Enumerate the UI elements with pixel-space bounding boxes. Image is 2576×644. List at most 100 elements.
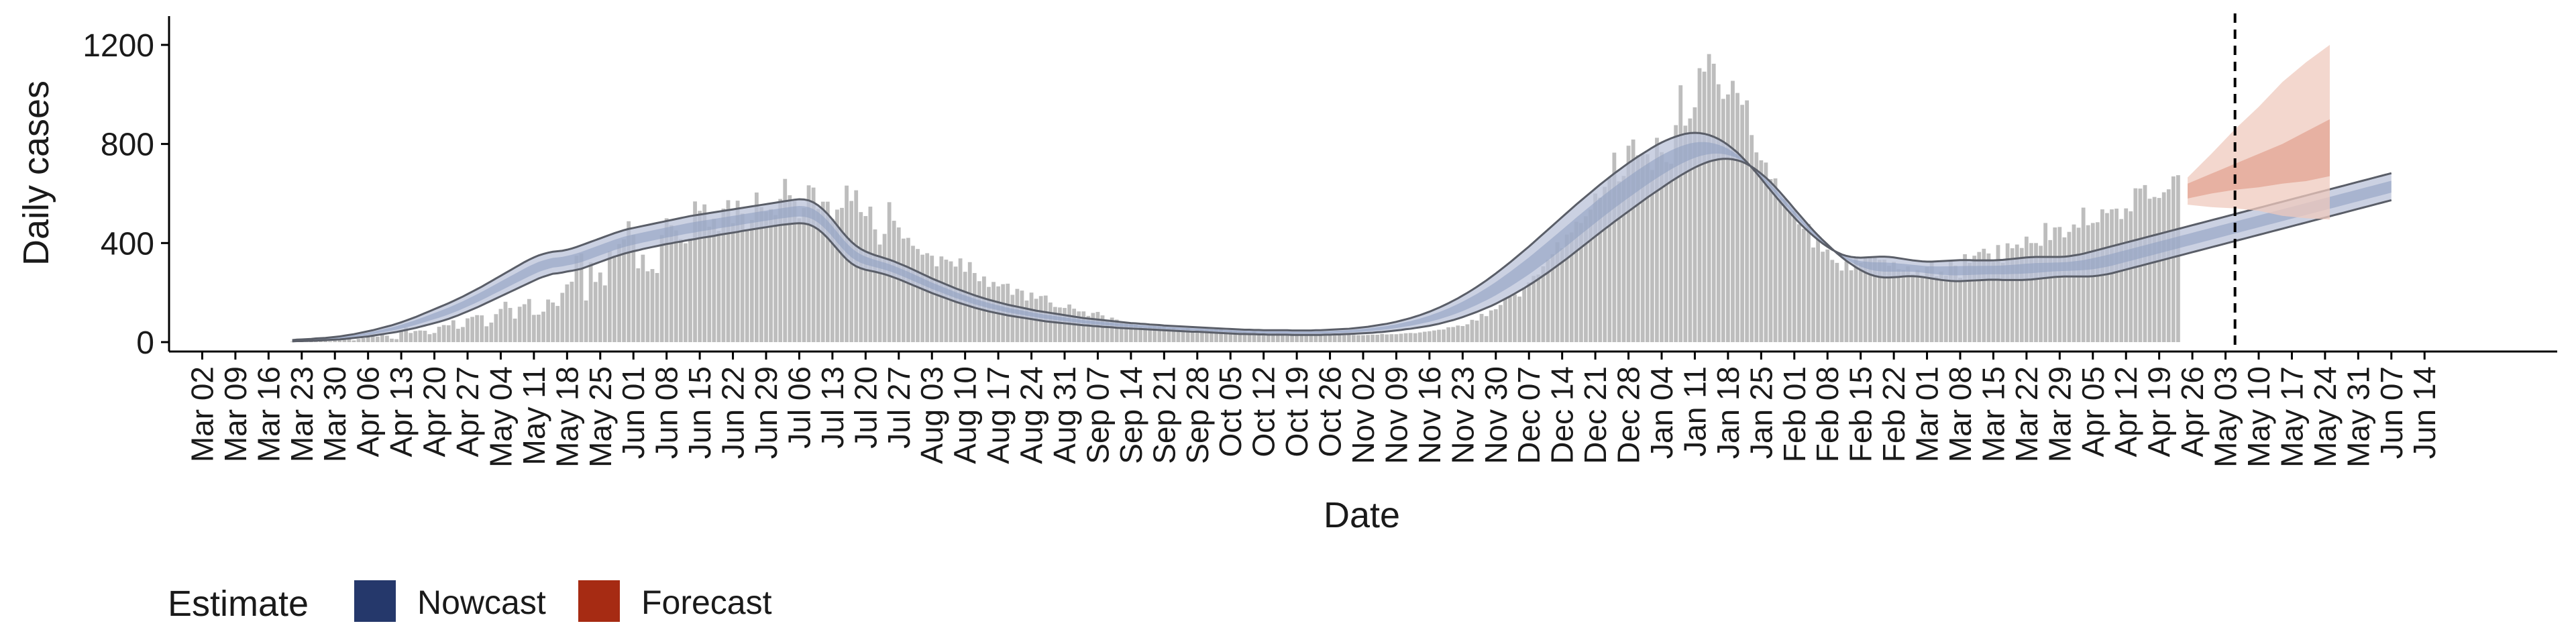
- case-bar: [1787, 211, 1792, 342]
- case-bar: [2110, 209, 2114, 342]
- case-bar: [2062, 237, 2067, 342]
- case-bar: [1304, 334, 1309, 342]
- case-bar: [1224, 331, 1228, 342]
- case-bar: [1493, 309, 1498, 342]
- case-bar: [1773, 178, 1778, 342]
- case-bar: [1934, 276, 1939, 342]
- case-bar: [664, 218, 669, 342]
- case-bar: [1152, 326, 1157, 342]
- case-bar: [1958, 278, 1962, 342]
- case-bar: [1252, 331, 1256, 342]
- case-bar: [645, 271, 650, 342]
- case-bar: [2166, 189, 2171, 342]
- case-bar: [1167, 327, 1171, 342]
- case-bar: [1058, 307, 1062, 342]
- case-bar: [726, 200, 731, 342]
- case-bar: [920, 254, 924, 342]
- legend: Estimate Nowcast Forecast: [168, 580, 772, 624]
- case-bar: [1858, 262, 1863, 342]
- case-bar: [503, 301, 508, 342]
- x-tick-label: Jul 06: [782, 366, 816, 449]
- case-bar: [1503, 299, 1507, 342]
- x-tick-label: Aug 03: [914, 366, 949, 464]
- x-tick-label: Oct 05: [1213, 366, 1248, 458]
- case-bar: [1702, 71, 1707, 343]
- case-bar: [1901, 270, 1906, 342]
- case-bar: [537, 315, 541, 342]
- case-bar: [1489, 310, 1493, 342]
- nowcast-band: [292, 133, 2392, 341]
- case-bar: [1759, 160, 1764, 342]
- case-bar: [1963, 254, 1967, 342]
- x-tick-label: May 18: [549, 366, 584, 468]
- case-bar: [2010, 248, 2015, 342]
- case-bar: [1982, 248, 1986, 342]
- case-bar: [470, 317, 474, 342]
- case-bar: [1375, 334, 1380, 342]
- x-tick-label: Nov 02: [1346, 366, 1381, 464]
- case-bar: [1266, 333, 1271, 342]
- case-bar: [1532, 276, 1536, 342]
- case-bar: [916, 249, 920, 342]
- case-bar: [1460, 326, 1465, 342]
- case-bar: [641, 254, 645, 342]
- case-bar: [2157, 198, 2161, 342]
- case-bar: [1906, 266, 1911, 342]
- y-tick-label: 0: [136, 325, 154, 361]
- case-bar: [508, 308, 513, 342]
- case-bar: [1621, 176, 1626, 342]
- case-bar: [712, 219, 716, 342]
- x-tick-label: Apr 20: [417, 366, 452, 458]
- case-bar: [1242, 331, 1247, 342]
- case-bar: [759, 207, 763, 342]
- case-bar: [835, 209, 839, 342]
- case-bar: [1474, 320, 1479, 342]
- case-bar: [2171, 176, 2176, 342]
- case-bar: [1479, 313, 1484, 342]
- case-bar: [2086, 225, 2090, 342]
- x-tick-label: Aug 24: [1014, 366, 1049, 464]
- case-bar: [944, 260, 949, 342]
- case-bar: [1896, 269, 1901, 342]
- case-bar: [1825, 249, 1830, 342]
- x-tick-label: Oct 19: [1279, 366, 1314, 458]
- x-tick-label: May 04: [483, 366, 518, 468]
- case-bar: [901, 238, 906, 342]
- x-tick-label: Feb 22: [1876, 366, 1911, 462]
- x-tick-label: May 31: [2341, 366, 2375, 468]
- case-bar: [1148, 326, 1152, 342]
- case-bar: [1053, 307, 1057, 342]
- case-bar: [1138, 326, 1142, 342]
- case-bar: [859, 212, 863, 342]
- case-bar: [1882, 260, 1886, 342]
- x-tick-label: Mar 15: [1976, 366, 2010, 462]
- x-tick-label: Jan 18: [1711, 366, 1746, 459]
- case-bar: [612, 255, 616, 342]
- case-bar: [1745, 100, 1750, 342]
- case-bar: [1134, 324, 1138, 342]
- case-bar: [1560, 248, 1564, 342]
- case-bar: [522, 304, 527, 342]
- case-bar: [684, 243, 688, 342]
- case-bar: [802, 208, 806, 342]
- case-bar: [517, 307, 522, 342]
- case-bar: [740, 213, 745, 342]
- case-bar: [1807, 223, 1811, 342]
- case-bar: [1584, 216, 1588, 342]
- case-bar: [2095, 222, 2100, 342]
- case-bar: [1555, 242, 1560, 342]
- x-tick-label: May 25: [583, 366, 618, 468]
- case-bar: [1328, 335, 1332, 342]
- x-tick-label: Jun 07: [2374, 366, 2409, 459]
- case-bar: [2057, 227, 2062, 342]
- x-tick-label: Sep 14: [1114, 366, 1148, 464]
- case-bar: [773, 215, 778, 342]
- case-bar: [1564, 234, 1569, 342]
- case-bar: [1389, 334, 1394, 342]
- case-bar: [1948, 260, 1953, 342]
- x-tick-label: May 11: [517, 366, 551, 465]
- case-bar: [1513, 294, 1517, 342]
- case-bar: [1124, 322, 1128, 342]
- x-tick-label: Dec 21: [1578, 366, 1613, 464]
